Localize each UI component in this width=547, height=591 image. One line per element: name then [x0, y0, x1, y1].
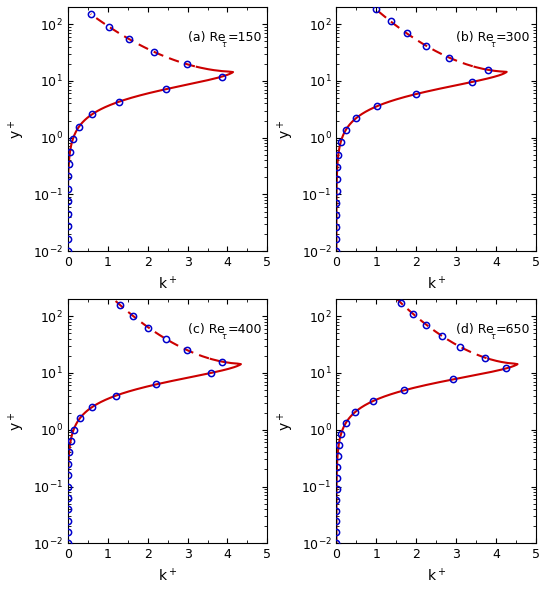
Text: =300: =300 [496, 31, 531, 44]
X-axis label: k$^+$: k$^+$ [158, 567, 177, 584]
X-axis label: k$^+$: k$^+$ [427, 567, 446, 584]
Text: =400: =400 [228, 323, 262, 336]
Text: (a) Re: (a) Re [188, 31, 225, 44]
Text: $_{\tau}$: $_{\tau}$ [222, 332, 228, 342]
Y-axis label: y$^+$: y$^+$ [276, 119, 296, 139]
Y-axis label: y$^+$: y$^+$ [276, 411, 296, 431]
Text: $_{\tau}$: $_{\tau}$ [490, 40, 497, 50]
Text: (b) Re: (b) Re [456, 31, 494, 44]
Text: =650: =650 [496, 323, 531, 336]
Y-axis label: y$^+$: y$^+$ [7, 411, 27, 431]
Text: $_{\tau}$: $_{\tau}$ [490, 332, 497, 342]
Text: =150: =150 [228, 31, 262, 44]
Text: (d) Re: (d) Re [456, 323, 494, 336]
Text: $_{\tau}$: $_{\tau}$ [222, 40, 228, 50]
Text: (c) Re: (c) Re [188, 323, 224, 336]
Y-axis label: y$^+$: y$^+$ [7, 119, 27, 139]
X-axis label: k$^+$: k$^+$ [427, 275, 446, 292]
X-axis label: k$^+$: k$^+$ [158, 275, 177, 292]
